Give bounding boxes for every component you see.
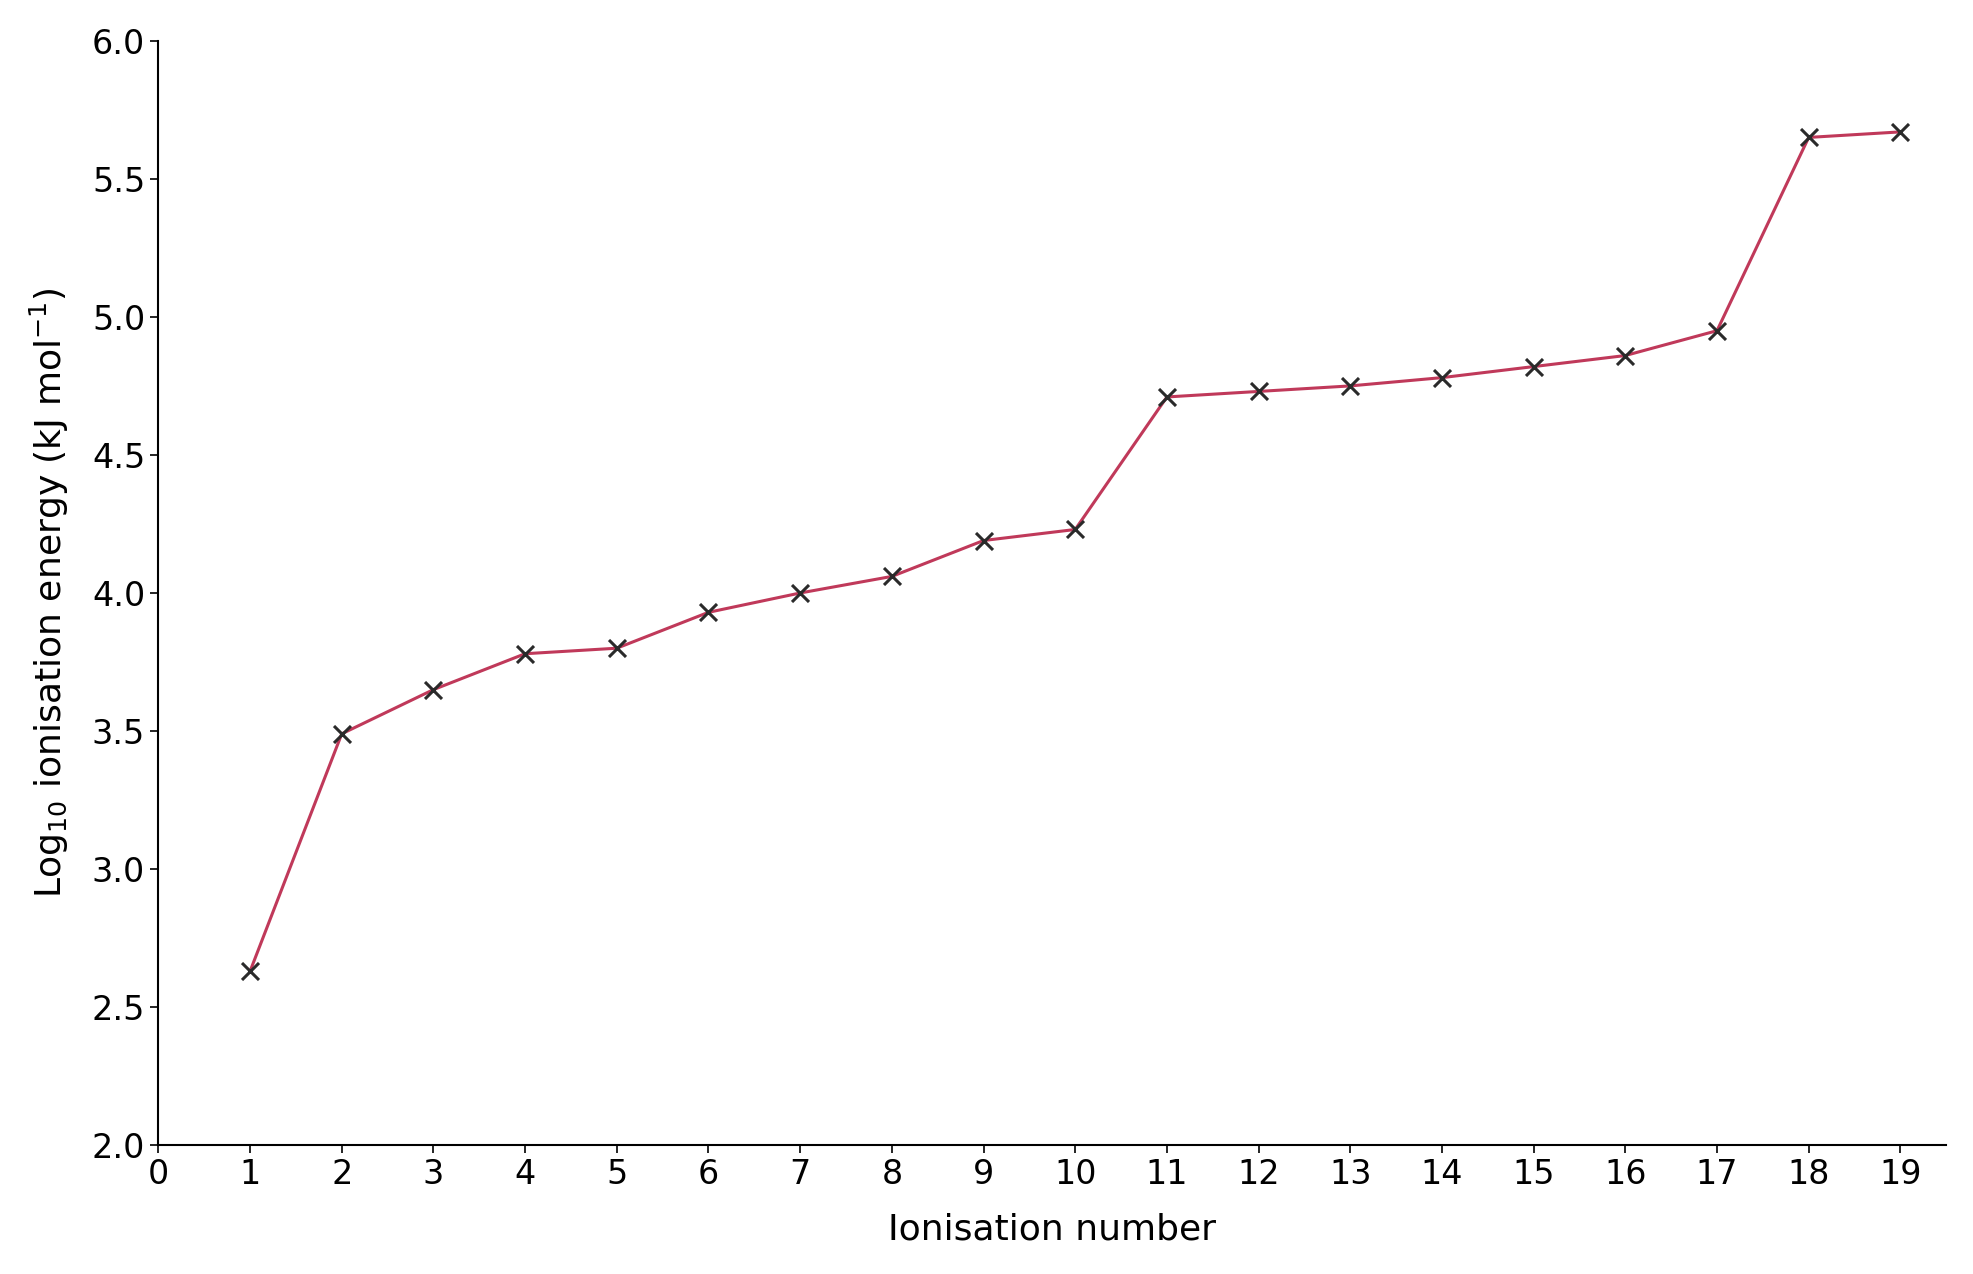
Point xyxy=(235,961,266,981)
Point xyxy=(967,530,998,550)
Point xyxy=(1150,387,1182,408)
Point xyxy=(1243,381,1275,401)
Point xyxy=(1884,122,1916,143)
Point xyxy=(1517,357,1549,377)
Point xyxy=(418,679,450,699)
Point xyxy=(876,566,908,586)
Point xyxy=(600,638,631,659)
Point xyxy=(1791,127,1823,148)
Point xyxy=(1701,321,1732,341)
Point xyxy=(783,582,815,603)
Y-axis label: Log$_{10}$ ionisation energy (kJ mol$^{-1}$): Log$_{10}$ ionisation energy (kJ mol$^{-… xyxy=(28,288,71,898)
Point xyxy=(509,643,541,664)
Point xyxy=(693,603,724,623)
Point xyxy=(326,724,357,744)
Point xyxy=(1608,345,1640,366)
Point xyxy=(1060,520,1091,540)
Point xyxy=(1425,367,1456,387)
Point xyxy=(1334,376,1365,396)
X-axis label: Ionisation number: Ionisation number xyxy=(888,1213,1215,1246)
